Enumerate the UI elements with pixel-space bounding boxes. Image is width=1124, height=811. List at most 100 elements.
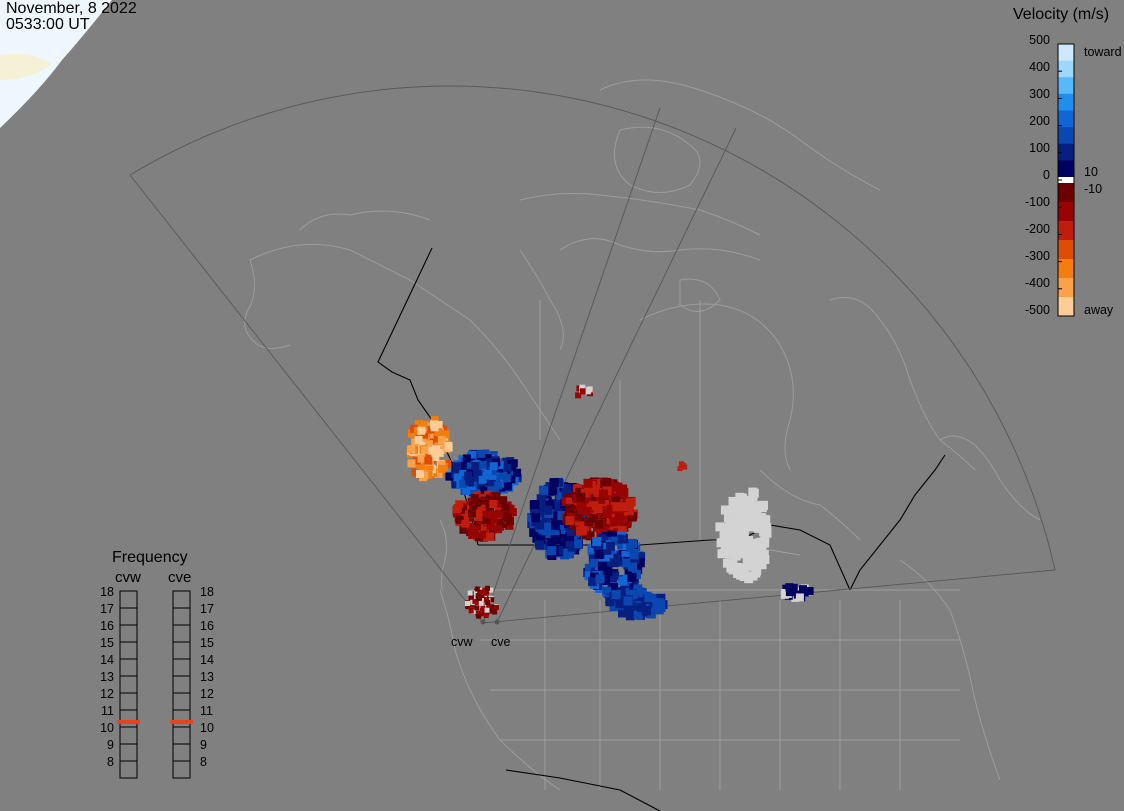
colorbar-tick: 400 bbox=[1029, 60, 1050, 74]
freq-tick: 9 bbox=[107, 738, 114, 752]
scatter-cell bbox=[644, 593, 654, 603]
scatter-cell bbox=[486, 522, 495, 531]
freq-tick: 17 bbox=[200, 602, 214, 616]
freq-tick: 10 bbox=[200, 721, 214, 735]
date-label: November, 8 2022 bbox=[6, 0, 137, 17]
freq-cell bbox=[172, 692, 191, 711]
scatter-cell bbox=[575, 392, 582, 399]
scatter-cell bbox=[414, 436, 423, 444]
scatter-cell bbox=[589, 558, 599, 568]
scatter-cell bbox=[635, 558, 645, 568]
scatter-cell bbox=[584, 388, 591, 395]
scatter-cell bbox=[737, 493, 747, 503]
frequency-title: Frequency bbox=[112, 549, 188, 566]
scatter-cell bbox=[720, 544, 730, 554]
scatter-cell bbox=[746, 506, 756, 516]
scatter-cell bbox=[535, 540, 545, 550]
scatter-cell bbox=[471, 608, 477, 614]
freq-cell bbox=[172, 590, 191, 609]
scatter-cell bbox=[531, 513, 541, 523]
site-cve-marker bbox=[494, 619, 500, 625]
scatter-cell bbox=[566, 527, 576, 536]
scatter-cell bbox=[488, 608, 494, 614]
scatter-cell bbox=[549, 478, 559, 488]
scatter-cell bbox=[428, 446, 437, 455]
scatter-cell bbox=[724, 521, 734, 531]
scatter-cell bbox=[565, 516, 575, 526]
scatter-cell bbox=[573, 539, 582, 549]
scatter-cell bbox=[548, 486, 558, 496]
colorbar-segment bbox=[1058, 183, 1074, 203]
scatter-cell bbox=[476, 596, 482, 602]
scatter-cell bbox=[737, 549, 747, 559]
scatter-cell bbox=[628, 539, 638, 548]
freq-tick: 11 bbox=[200, 704, 213, 718]
scatter-cell bbox=[617, 525, 627, 535]
scatter-cell bbox=[752, 540, 762, 550]
scatter-cell bbox=[577, 505, 587, 515]
scatter-cell bbox=[474, 476, 483, 485]
freq-tick: 15 bbox=[100, 636, 114, 650]
scatter-cell bbox=[471, 481, 480, 490]
scatter-cell bbox=[494, 525, 503, 533]
scatter-cell bbox=[470, 530, 479, 539]
colorbar-zero-band bbox=[1058, 177, 1074, 183]
scatter-cell bbox=[473, 590, 479, 596]
scatter-cell bbox=[617, 540, 627, 550]
scatter-cell bbox=[607, 530, 617, 540]
scatter-cell bbox=[475, 593, 481, 599]
scatter-cell bbox=[503, 513, 512, 522]
colorbar-tick: 100 bbox=[1029, 141, 1050, 155]
scatter-cell bbox=[628, 562, 638, 572]
colorbar-pos-threshold: 10 bbox=[1084, 165, 1098, 179]
scatter-cell bbox=[541, 513, 551, 523]
scatter-cell bbox=[745, 495, 755, 505]
scatter-cell bbox=[736, 544, 746, 554]
scatter-cell bbox=[619, 502, 629, 512]
freq-marker-cve bbox=[170, 719, 193, 724]
polar-ice bbox=[0, 0, 112, 128]
scatter-cell bbox=[479, 593, 485, 599]
scatter-cell bbox=[560, 550, 569, 560]
scatter-cell bbox=[492, 492, 501, 501]
scatter-cell bbox=[489, 462, 498, 471]
scatter-cell bbox=[425, 462, 434, 471]
scatter-cell bbox=[484, 597, 489, 603]
colorbar-tick: 200 bbox=[1029, 114, 1050, 128]
scatter-cell bbox=[407, 429, 416, 438]
scatter-cell bbox=[417, 426, 426, 435]
freq-tick: 15 bbox=[200, 636, 214, 650]
scatter-cell bbox=[507, 459, 516, 468]
freq-tick: 14 bbox=[200, 653, 214, 667]
freq-cell bbox=[172, 607, 191, 626]
scatter-cell bbox=[757, 540, 767, 550]
scatter-cell bbox=[598, 561, 607, 571]
colorbar-segment bbox=[1058, 297, 1074, 317]
scatter-cell bbox=[749, 488, 759, 498]
scatter-cell bbox=[752, 506, 762, 516]
scatter-cell bbox=[530, 506, 539, 516]
scatter-cell bbox=[627, 602, 637, 612]
scatter-cell bbox=[677, 466, 683, 472]
scatter-cell bbox=[474, 600, 480, 605]
scatter-cell bbox=[470, 605, 476, 611]
scatter-cell bbox=[414, 420, 423, 429]
scatter-cell bbox=[529, 528, 539, 537]
scatter-cell bbox=[492, 609, 498, 615]
scatter-cell bbox=[465, 604, 471, 610]
scatter-cell bbox=[593, 487, 603, 497]
scatter-cell bbox=[468, 608, 474, 614]
scatter-cell bbox=[479, 530, 488, 539]
scatter-cell bbox=[474, 605, 480, 611]
freq-tick: 8 bbox=[200, 755, 207, 769]
scatter-cell bbox=[609, 517, 619, 527]
scatter-cell bbox=[455, 515, 464, 524]
scatter-cell bbox=[485, 510, 494, 519]
scatter-cell bbox=[584, 571, 594, 581]
scatter-cell bbox=[575, 487, 585, 497]
site-label-cve: cve bbox=[491, 635, 511, 649]
scatter-cell bbox=[416, 469, 424, 478]
scatter-cell bbox=[483, 454, 492, 462]
scatter-cell bbox=[437, 460, 446, 469]
colorbar-segment bbox=[1058, 110, 1074, 128]
